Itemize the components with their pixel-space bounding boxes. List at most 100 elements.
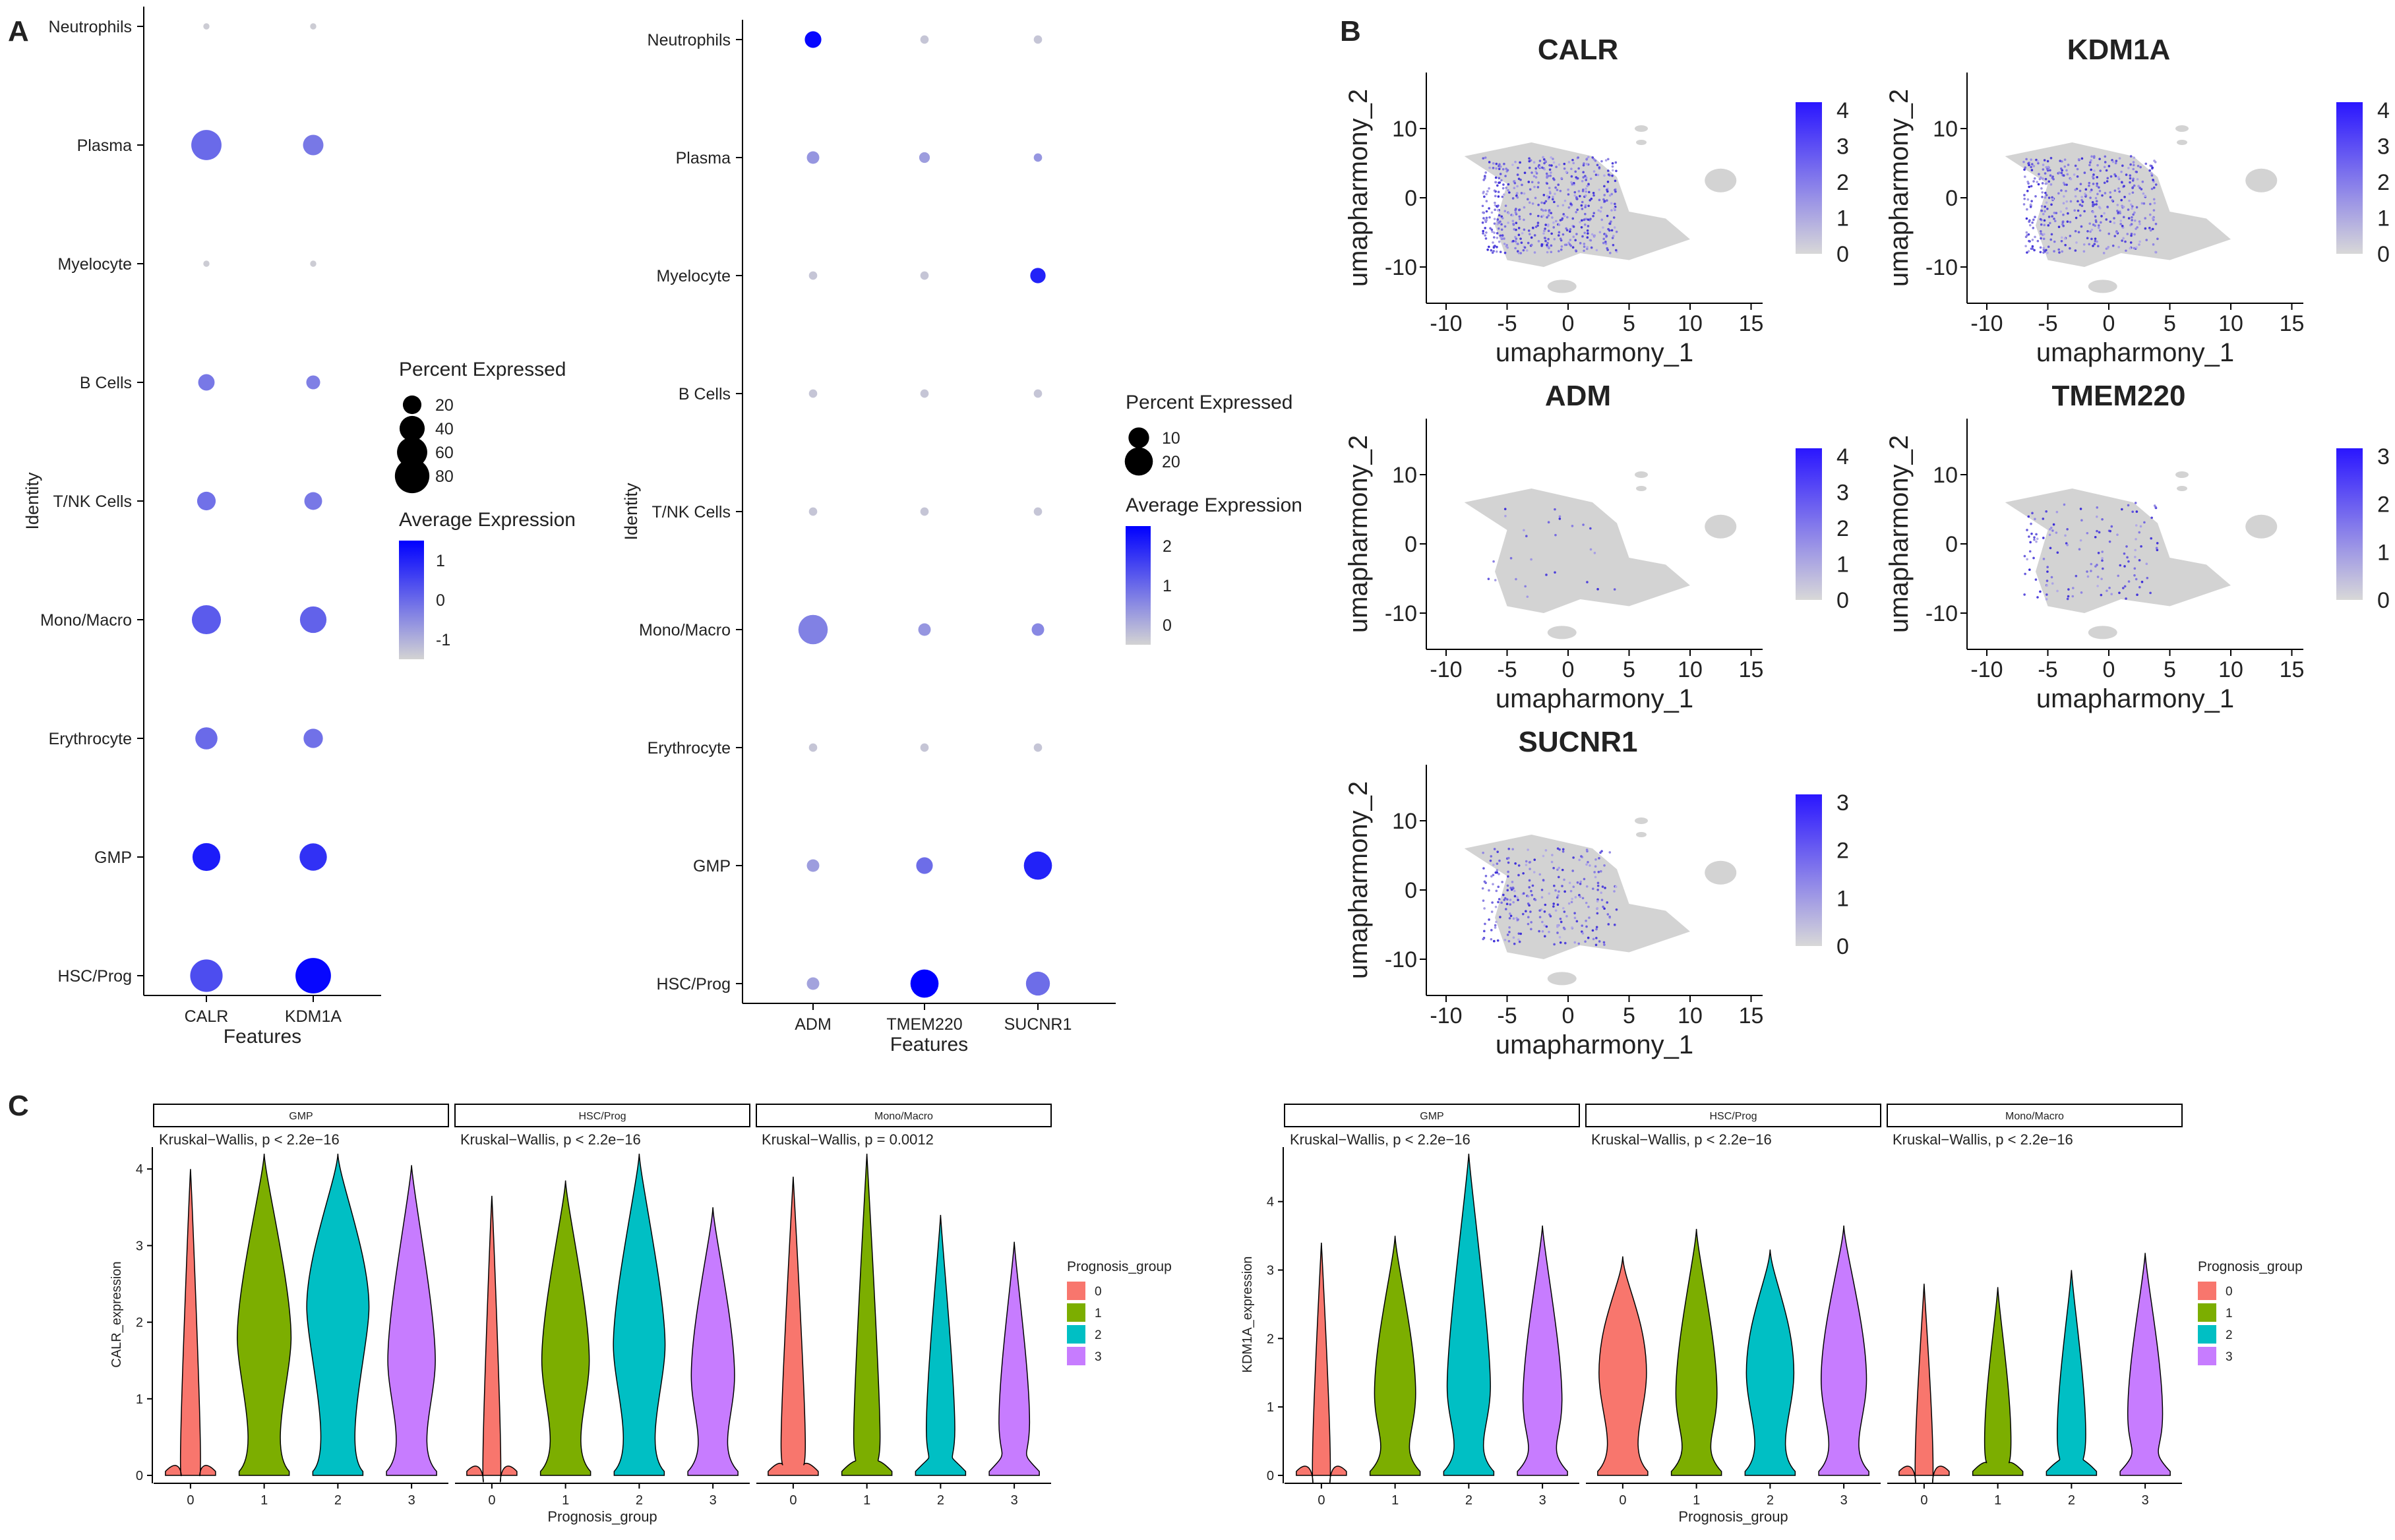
umap-cell — [2138, 531, 2141, 534]
umap-cell — [2044, 196, 2047, 199]
umap-cell — [2108, 540, 2111, 543]
umap-cell — [1581, 180, 1584, 183]
umap-cell — [1576, 208, 1579, 211]
umap-cell — [1512, 936, 1515, 939]
violin-group-0 — [165, 1169, 216, 1477]
umap-cell — [2131, 219, 2133, 222]
umap-cell — [1485, 210, 1488, 213]
umap-cell — [1482, 232, 1484, 235]
umap-cell — [2120, 170, 2123, 173]
umap-cell — [1494, 201, 1496, 204]
umap-cell — [2032, 556, 2035, 560]
umap-cell — [1615, 169, 1618, 173]
umap-cell — [2113, 189, 2117, 192]
umap-cell — [1518, 215, 1521, 218]
umap-cell — [2061, 160, 2063, 163]
umap-cell — [2065, 189, 2067, 192]
umap-cell — [1490, 228, 1494, 231]
umap-cell — [2154, 183, 2158, 186]
umap-cell — [1558, 890, 1560, 893]
umap-cell — [2106, 206, 2109, 208]
umap-cell — [1614, 179, 1617, 183]
legend-size-title: Percent Expressed — [399, 359, 566, 380]
umap-cell — [1547, 214, 1550, 217]
umap-cell — [1567, 188, 1569, 191]
umap-cell — [1585, 901, 1588, 904]
umap-cell — [1556, 896, 1559, 899]
umap-cell — [2131, 191, 2135, 194]
umap-cell — [2057, 192, 2060, 195]
umap-cell — [1583, 249, 1585, 252]
violin-legend-title: Prognosis_group — [1067, 1259, 1172, 1274]
umap-cell — [2078, 189, 2082, 192]
umap-cell — [2024, 166, 2027, 169]
umap-cell — [2098, 206, 2101, 208]
umap-cell — [1530, 928, 1532, 931]
umap-cell — [1547, 223, 1550, 226]
umap-cell — [2150, 187, 2154, 191]
umap-cell — [1606, 199, 1608, 202]
umap-cell — [2129, 177, 2132, 180]
umap-cell — [1557, 183, 1560, 187]
umap-cell — [1586, 581, 1589, 583]
umap-cell — [1530, 243, 1533, 247]
legend-color-label: 0 — [436, 591, 445, 610]
umap-cell — [1614, 202, 1616, 206]
umap-cell — [1519, 161, 1521, 164]
umap-cell — [2050, 233, 2053, 236]
umap-cell — [1607, 158, 1610, 161]
umap-cell — [1496, 939, 1500, 942]
umap-cell — [2118, 190, 2121, 193]
umap-cell — [2142, 202, 2146, 205]
umap-y-tick-label: 10 — [1392, 117, 1417, 142]
umap-cell — [2029, 203, 2032, 206]
umap-cell — [2027, 250, 2030, 252]
violin-y-tick-label: 0 — [1267, 1469, 1274, 1483]
umap-cell — [2097, 226, 2100, 229]
violin-y-tick-label: 4 — [1267, 1195, 1274, 1210]
umap-cell — [1540, 245, 1543, 247]
umap-cell — [1613, 924, 1616, 926]
umap-cell — [1614, 249, 1618, 252]
umap-y-tick-label: -10 — [1925, 255, 1958, 280]
umap-cell — [1606, 169, 1610, 172]
umap-cluster — [1705, 860, 1737, 885]
violin-x-tick-label: 3 — [2142, 1493, 2149, 1508]
umap-cell — [1523, 206, 1526, 209]
violin-group-3 — [988, 1241, 1040, 1476]
umap-cell — [1499, 165, 1502, 168]
umap-cell — [1603, 185, 1606, 188]
umap-cluster — [1464, 835, 1690, 959]
umap-cell — [1581, 924, 1584, 927]
facet-strip — [756, 1104, 1052, 1127]
umap-cell — [2042, 163, 2045, 166]
umap-cell — [1497, 204, 1500, 207]
umap-cell — [2117, 176, 2120, 179]
facet-strip-label: HSC/Prog — [578, 1111, 626, 1122]
umap-cell — [1581, 932, 1585, 935]
umap-cell — [2039, 251, 2042, 254]
umap-cell — [2151, 166, 2154, 169]
umap-cell — [1544, 160, 1547, 163]
umap-cell — [2064, 243, 2067, 247]
umap-cell — [2023, 168, 2026, 171]
umap-cell — [1568, 230, 1571, 233]
umap-cell — [2140, 202, 2144, 205]
umap-cell — [2124, 240, 2127, 243]
umap-cell — [1531, 181, 1534, 184]
umap-adm: ADM-10 -5 0 5 10 15100-10umapharmony_1umaphar… — [1344, 380, 1849, 713]
umap-y-tick-label: 0 — [1405, 186, 1417, 211]
umap-cell — [2108, 587, 2111, 589]
umap-cell — [2040, 223, 2043, 226]
umap-cell — [2133, 211, 2136, 214]
umap-cell — [1488, 245, 1490, 249]
umap-cell — [1556, 925, 1559, 928]
umap-cell — [2023, 197, 2026, 200]
umap-cell — [2096, 515, 2098, 518]
umap-x-title: umapharmony_1 — [2036, 684, 2234, 713]
dot — [919, 152, 930, 163]
umap-cell — [2089, 230, 2092, 233]
umap-cell — [1516, 185, 1519, 188]
umap-cell — [1607, 173, 1610, 176]
umap-cluster — [2175, 125, 2189, 132]
